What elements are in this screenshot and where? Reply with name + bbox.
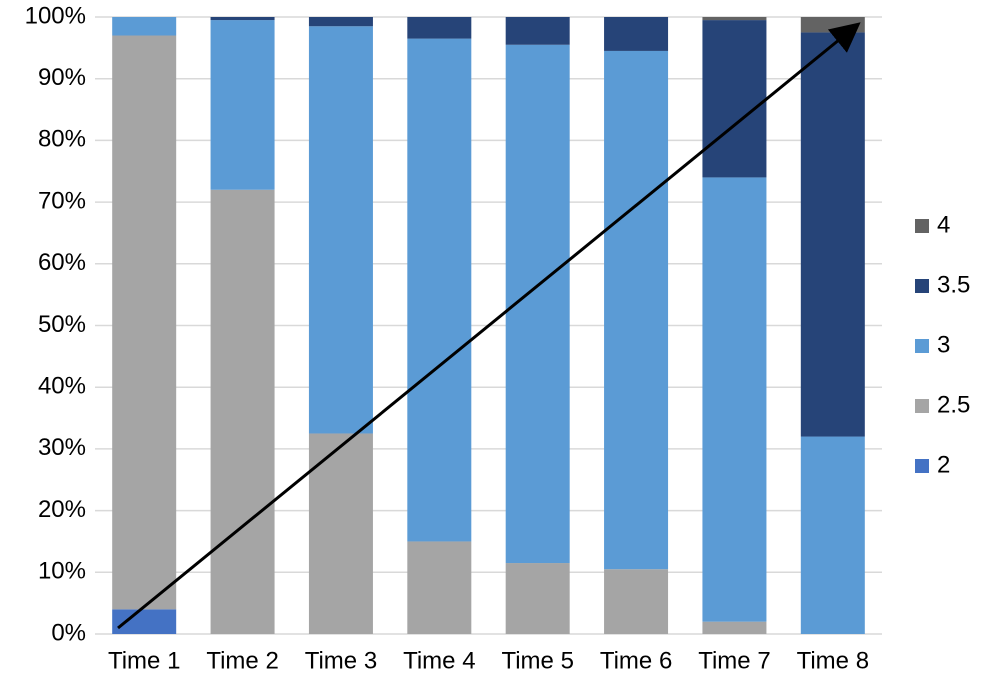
y-tick-label: 10% bbox=[38, 558, 86, 585]
legend-label: 2 bbox=[937, 451, 950, 478]
legend-label: 4 bbox=[937, 211, 950, 238]
bar-segment bbox=[210, 20, 275, 190]
bar-segment bbox=[112, 17, 177, 36]
bar-segment bbox=[800, 436, 865, 634]
bar-segment bbox=[308, 433, 373, 634]
legend-swatch bbox=[915, 219, 929, 233]
bar-segment bbox=[800, 32, 865, 437]
bar-segment bbox=[407, 38, 472, 542]
trend-arrow bbox=[117, 22, 861, 630]
bar-segment bbox=[210, 189, 275, 634]
x-tick-label: Time 2 bbox=[206, 647, 278, 674]
x-tick-label: Time 5 bbox=[501, 647, 573, 674]
bar-segment bbox=[407, 17, 472, 39]
bar-segment bbox=[604, 569, 669, 634]
bar-segment bbox=[407, 541, 472, 634]
legend-label: 3 bbox=[937, 331, 950, 358]
legend-swatch bbox=[915, 459, 929, 473]
x-tick-label: Time 4 bbox=[403, 647, 475, 674]
legend-swatch bbox=[915, 279, 929, 293]
bar-segment bbox=[702, 621, 767, 634]
bar-segment bbox=[112, 609, 177, 634]
y-tick-label: 30% bbox=[38, 434, 86, 461]
bar-segment bbox=[210, 17, 275, 21]
y-tick-label: 60% bbox=[38, 249, 86, 276]
y-tick-label: 100% bbox=[25, 2, 86, 29]
x-tick-label: Time 1 bbox=[108, 647, 180, 674]
bar-segment bbox=[112, 35, 177, 610]
bar-segment bbox=[800, 17, 865, 33]
y-tick-label: 40% bbox=[38, 373, 86, 400]
bar-segment bbox=[308, 17, 373, 27]
y-tick-label: 20% bbox=[38, 496, 86, 523]
bar-segment bbox=[604, 17, 669, 51]
legend-swatch bbox=[915, 339, 929, 353]
bar-segment bbox=[604, 50, 669, 570]
legend-swatch bbox=[915, 399, 929, 413]
y-tick-label: 50% bbox=[38, 311, 86, 338]
x-tick-label: Time 7 bbox=[698, 647, 770, 674]
legend-label: 3.5 bbox=[937, 271, 970, 298]
bar-segment bbox=[702, 17, 767, 21]
y-tick-label: 70% bbox=[38, 187, 86, 214]
x-tick-label: Time 3 bbox=[305, 647, 377, 674]
legend-label: 2.5 bbox=[937, 391, 970, 418]
x-tick-label: Time 8 bbox=[797, 647, 869, 674]
y-tick-label: 80% bbox=[38, 126, 86, 153]
bar-segment bbox=[702, 20, 767, 178]
bar-segment bbox=[505, 17, 570, 45]
bar-segment bbox=[505, 563, 570, 634]
bar-segment bbox=[702, 177, 767, 622]
x-tick-label: Time 6 bbox=[600, 647, 672, 674]
bar-segment bbox=[308, 26, 373, 434]
y-tick-label: 0% bbox=[51, 619, 86, 646]
y-tick-label: 90% bbox=[38, 64, 86, 91]
